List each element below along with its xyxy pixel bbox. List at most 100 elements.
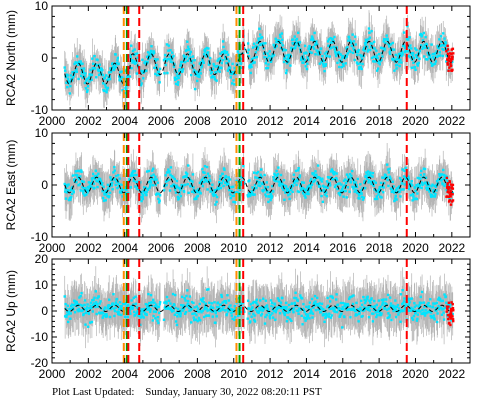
data-point [147,292,150,296]
data-point [221,172,224,176]
data-point [427,53,430,57]
data-point [401,54,404,57]
data-point [108,315,112,319]
data-point [269,193,273,196]
data-point [194,189,197,193]
recent-point [447,59,450,62]
data-point [417,61,420,65]
data-point [292,47,296,50]
data-point [94,177,97,181]
data-point [128,177,131,181]
data-point [195,190,198,194]
data-point [386,37,389,41]
data-point [199,298,203,301]
data-point [164,174,167,177]
data-point [165,183,168,187]
data-point [70,187,73,190]
data-point [328,181,331,185]
data-point [358,62,362,65]
data-point [442,48,445,51]
data-point [120,191,123,194]
data-point [391,180,394,184]
data-point [146,61,149,64]
data-point [92,182,96,185]
data-point [70,77,73,81]
data-point [436,44,439,48]
data-point [174,320,178,323]
data-point [315,40,318,43]
data-point [331,38,334,41]
x-tick-label: 2020 [402,114,429,128]
data-point [317,175,320,179]
data-point [283,56,287,59]
data-point [350,174,353,177]
data-point [171,55,174,59]
data-point [111,302,115,305]
data-point [173,313,176,317]
data-point [132,296,135,300]
data-point [253,183,257,187]
data-point [340,59,343,62]
data-point [219,174,222,178]
data-point [344,54,348,57]
data-point [330,46,333,49]
data-point [358,197,361,200]
data-point [332,177,335,181]
data-point [140,192,144,195]
data-point [382,47,385,50]
data-point [210,189,214,192]
data-point [252,42,256,45]
data-point [118,177,121,180]
data-point [191,312,195,315]
data-point [85,193,88,196]
data-point [326,186,329,190]
data-point [282,188,285,192]
data-point [445,60,448,63]
data-point [81,76,85,79]
data-point [141,58,144,62]
data-point [424,181,427,184]
data-point [345,173,349,176]
data-point [358,192,362,195]
data-point [126,303,130,307]
data-point [107,303,110,307]
data-point [190,190,194,194]
data-point [146,51,150,54]
data-point [318,62,322,65]
data-point [142,316,145,319]
recent-point [447,186,451,190]
data-point [407,54,410,58]
data-point [420,181,424,184]
data-point [185,55,188,58]
data-point [324,64,327,67]
data-point [369,174,372,177]
data-point [226,69,230,72]
data-point [189,73,193,77]
data-point [184,171,188,174]
data-point [427,183,431,187]
data-point [263,173,266,177]
data-point [178,73,181,77]
data-point [112,178,116,181]
data-point [119,190,122,193]
data-point [199,68,202,72]
data-point [341,62,345,66]
data-point [315,173,318,177]
data-point [73,178,76,181]
data-point [157,197,160,201]
data-point [154,310,157,314]
data-point [276,172,280,176]
data-point [307,48,311,51]
data-point [188,179,192,182]
data-point [168,58,172,61]
data-point [140,82,143,85]
data-point [223,49,227,53]
data-point [105,189,108,192]
data-point [140,312,143,316]
data-point [174,82,178,86]
data-point [85,188,89,192]
data-point [104,199,107,202]
data-point [367,27,371,30]
data-point [333,185,337,189]
data-point [69,196,73,199]
